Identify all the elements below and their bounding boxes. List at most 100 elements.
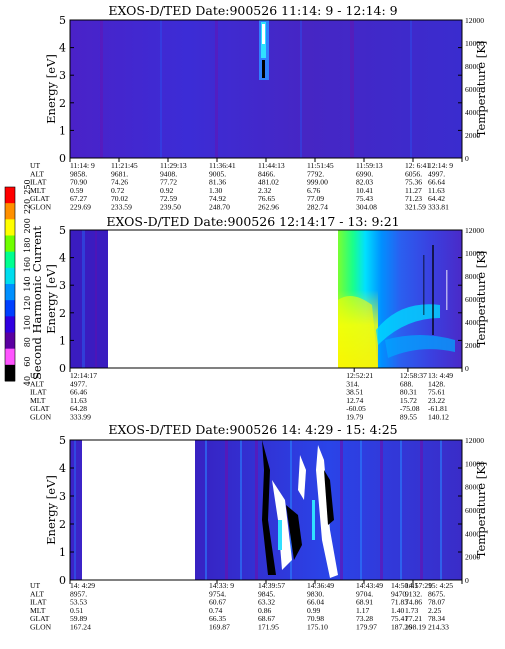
annotation-row-label: UT — [30, 371, 40, 380]
annotation-row-label: GLON — [30, 203, 52, 212]
annotation-value: 0.59 — [70, 186, 83, 195]
colorbar-tick-label: 40 — [23, 376, 32, 386]
annotation-row-label: MLT — [30, 606, 46, 615]
y2tick-label: 4000 — [465, 529, 480, 538]
annotation-value: 233.59 — [111, 203, 132, 212]
annotation-value: 8957. — [70, 589, 87, 598]
annotation-row-label: UT — [30, 161, 40, 170]
annotation-value: 1428. — [428, 379, 445, 388]
colorbar-swatch — [5, 267, 15, 285]
annotation-value: 74.26 — [111, 178, 128, 187]
annotation-value: 0.74 — [209, 606, 222, 615]
panel-3-y2ticks: 0 2000 4000 6000 8000 10000 12000 — [465, 436, 484, 585]
annotation-value: 171.95 — [258, 623, 279, 632]
annotation-value: 11:21:45 — [111, 161, 138, 170]
annotation-value: 66.04 — [307, 598, 324, 607]
panel-3: EXOS-D/TED Date:900526 14: 4:29 - 15: 4:… — [30, 422, 488, 632]
annotation-value: 1.17 — [356, 606, 369, 615]
annotation-value: 304.08 — [356, 203, 377, 212]
panel-2-ylabel: Energy [eV] — [44, 264, 58, 334]
ytick-label: 5 — [59, 434, 66, 447]
annotation-value: 14:36:49 — [307, 581, 334, 590]
panel-2-y2ticks: 0 2000 4000 6000 8000 10000 12000 — [465, 226, 484, 373]
annotation-value: 68.91 — [356, 598, 373, 607]
annotation-value: 68.67 — [258, 614, 275, 623]
colorbar-swatch — [5, 251, 15, 269]
ytick-label: 1 — [59, 546, 66, 559]
panel-1-title: EXOS-D/TED Date:900526 11:14: 9 - 12:14:… — [108, 3, 397, 18]
annotation-value: 15: 4:25 — [428, 581, 453, 590]
annotation-value: 9830. — [307, 589, 324, 598]
annotation-value: 140.12 — [428, 413, 449, 422]
annotation-value: 11.63 — [428, 186, 445, 195]
annotation-row-label: GLAT — [30, 194, 50, 203]
annotation-value: 9754. — [209, 589, 226, 598]
annotation-value: 77.09 — [307, 194, 324, 203]
colorbar-blocks — [5, 187, 15, 382]
data-stripe — [420, 440, 423, 580]
annotation-value: 64.28 — [70, 404, 87, 413]
colorbar-swatch — [5, 203, 15, 220]
annotation-value: 9005. — [209, 169, 226, 178]
annotation-value: 11:59:13 — [356, 161, 383, 170]
annotation-row-label: ILAT — [30, 388, 47, 397]
annotation-value: 74.86 — [405, 598, 422, 607]
y2tick-label: 2000 — [465, 553, 480, 562]
annotation-value: 13: 4:49 — [428, 371, 453, 380]
ytick-label: 0 — [59, 362, 66, 375]
annotation-value: 248.70 — [209, 203, 230, 212]
colorbar-tick-label: 80 — [23, 337, 32, 347]
panel-2: EXOS-D/TED Date:900526 12:14:17 - 13: 9:… — [30, 214, 488, 422]
y2tick-label: 12000 — [465, 436, 484, 445]
annotation-value: 333.99 — [70, 413, 91, 422]
annotation-value: 38.51 — [346, 388, 363, 397]
colorbar-tick-label: 60 — [23, 357, 32, 367]
annotation-value: 71.23 — [405, 194, 422, 203]
annotation-value: 262.96 — [258, 203, 279, 212]
annotation-value: 6056. — [405, 169, 422, 178]
annotation-value: 11:29:13 — [160, 161, 187, 170]
annotation-value: 9470. — [391, 589, 408, 598]
annotation-value: 2.25 — [428, 606, 441, 615]
annotation-value: 23.22 — [428, 396, 445, 405]
ytick-label: 2 — [59, 97, 66, 110]
annotation-row-label: GLON — [30, 413, 52, 422]
annotation-value: 999.00 — [307, 178, 328, 187]
y2tick-label: 12000 — [465, 226, 484, 235]
annotation-value: 0.72 — [111, 186, 124, 195]
annotation-value: 481.02 — [258, 178, 279, 187]
panel-3-ylabel: Energy [eV] — [44, 475, 58, 545]
annotation-value: 14:33: 9 — [209, 581, 234, 590]
colorbar-tick-label: 220 — [23, 199, 32, 214]
annotation-value: 1.73 — [405, 606, 418, 615]
annotation-value: 1.30 — [209, 186, 222, 195]
annotation-value: 9845. — [258, 589, 275, 598]
panel-1-ylabel: Energy [eV] — [44, 54, 58, 124]
y2tick-label: 2000 — [465, 341, 480, 350]
y2tick-label: 10000 — [465, 459, 484, 468]
annotation-value: 12: 6:41 — [405, 161, 430, 170]
annotation-value: 75.43 — [356, 194, 373, 203]
ytick-label: 3 — [59, 279, 66, 292]
annotation-value: 11:44:13 — [258, 161, 285, 170]
y2tick-label: 4000 — [465, 318, 480, 327]
colorbar-tick-label: 160 — [23, 257, 32, 272]
annotation-value: 59.89 — [70, 614, 87, 623]
annotation-value: 9132. — [405, 589, 422, 598]
y2tick-label: 0 — [465, 576, 469, 585]
annotation-value: 66.64 — [428, 178, 445, 187]
colorbar-swatch — [5, 284, 15, 301]
annotation-value: 9408. — [160, 169, 177, 178]
annotation-value: 6.76 — [307, 186, 320, 195]
annotation-value: 175.10 — [307, 623, 328, 632]
panel-1-yticks: 0 1 2 3 4 5 — [59, 14, 462, 165]
data-stripe — [240, 440, 242, 580]
annotation-value: 78.34 — [428, 614, 445, 623]
colorbar-label: Second Harmonic Current — [30, 226, 44, 380]
panel-1-y2label: Temperature [K] — [474, 41, 488, 138]
y2tick-label: 10000 — [465, 249, 484, 258]
ytick-label: 1 — [59, 124, 66, 137]
annotation-value: 80.31 — [400, 388, 417, 397]
